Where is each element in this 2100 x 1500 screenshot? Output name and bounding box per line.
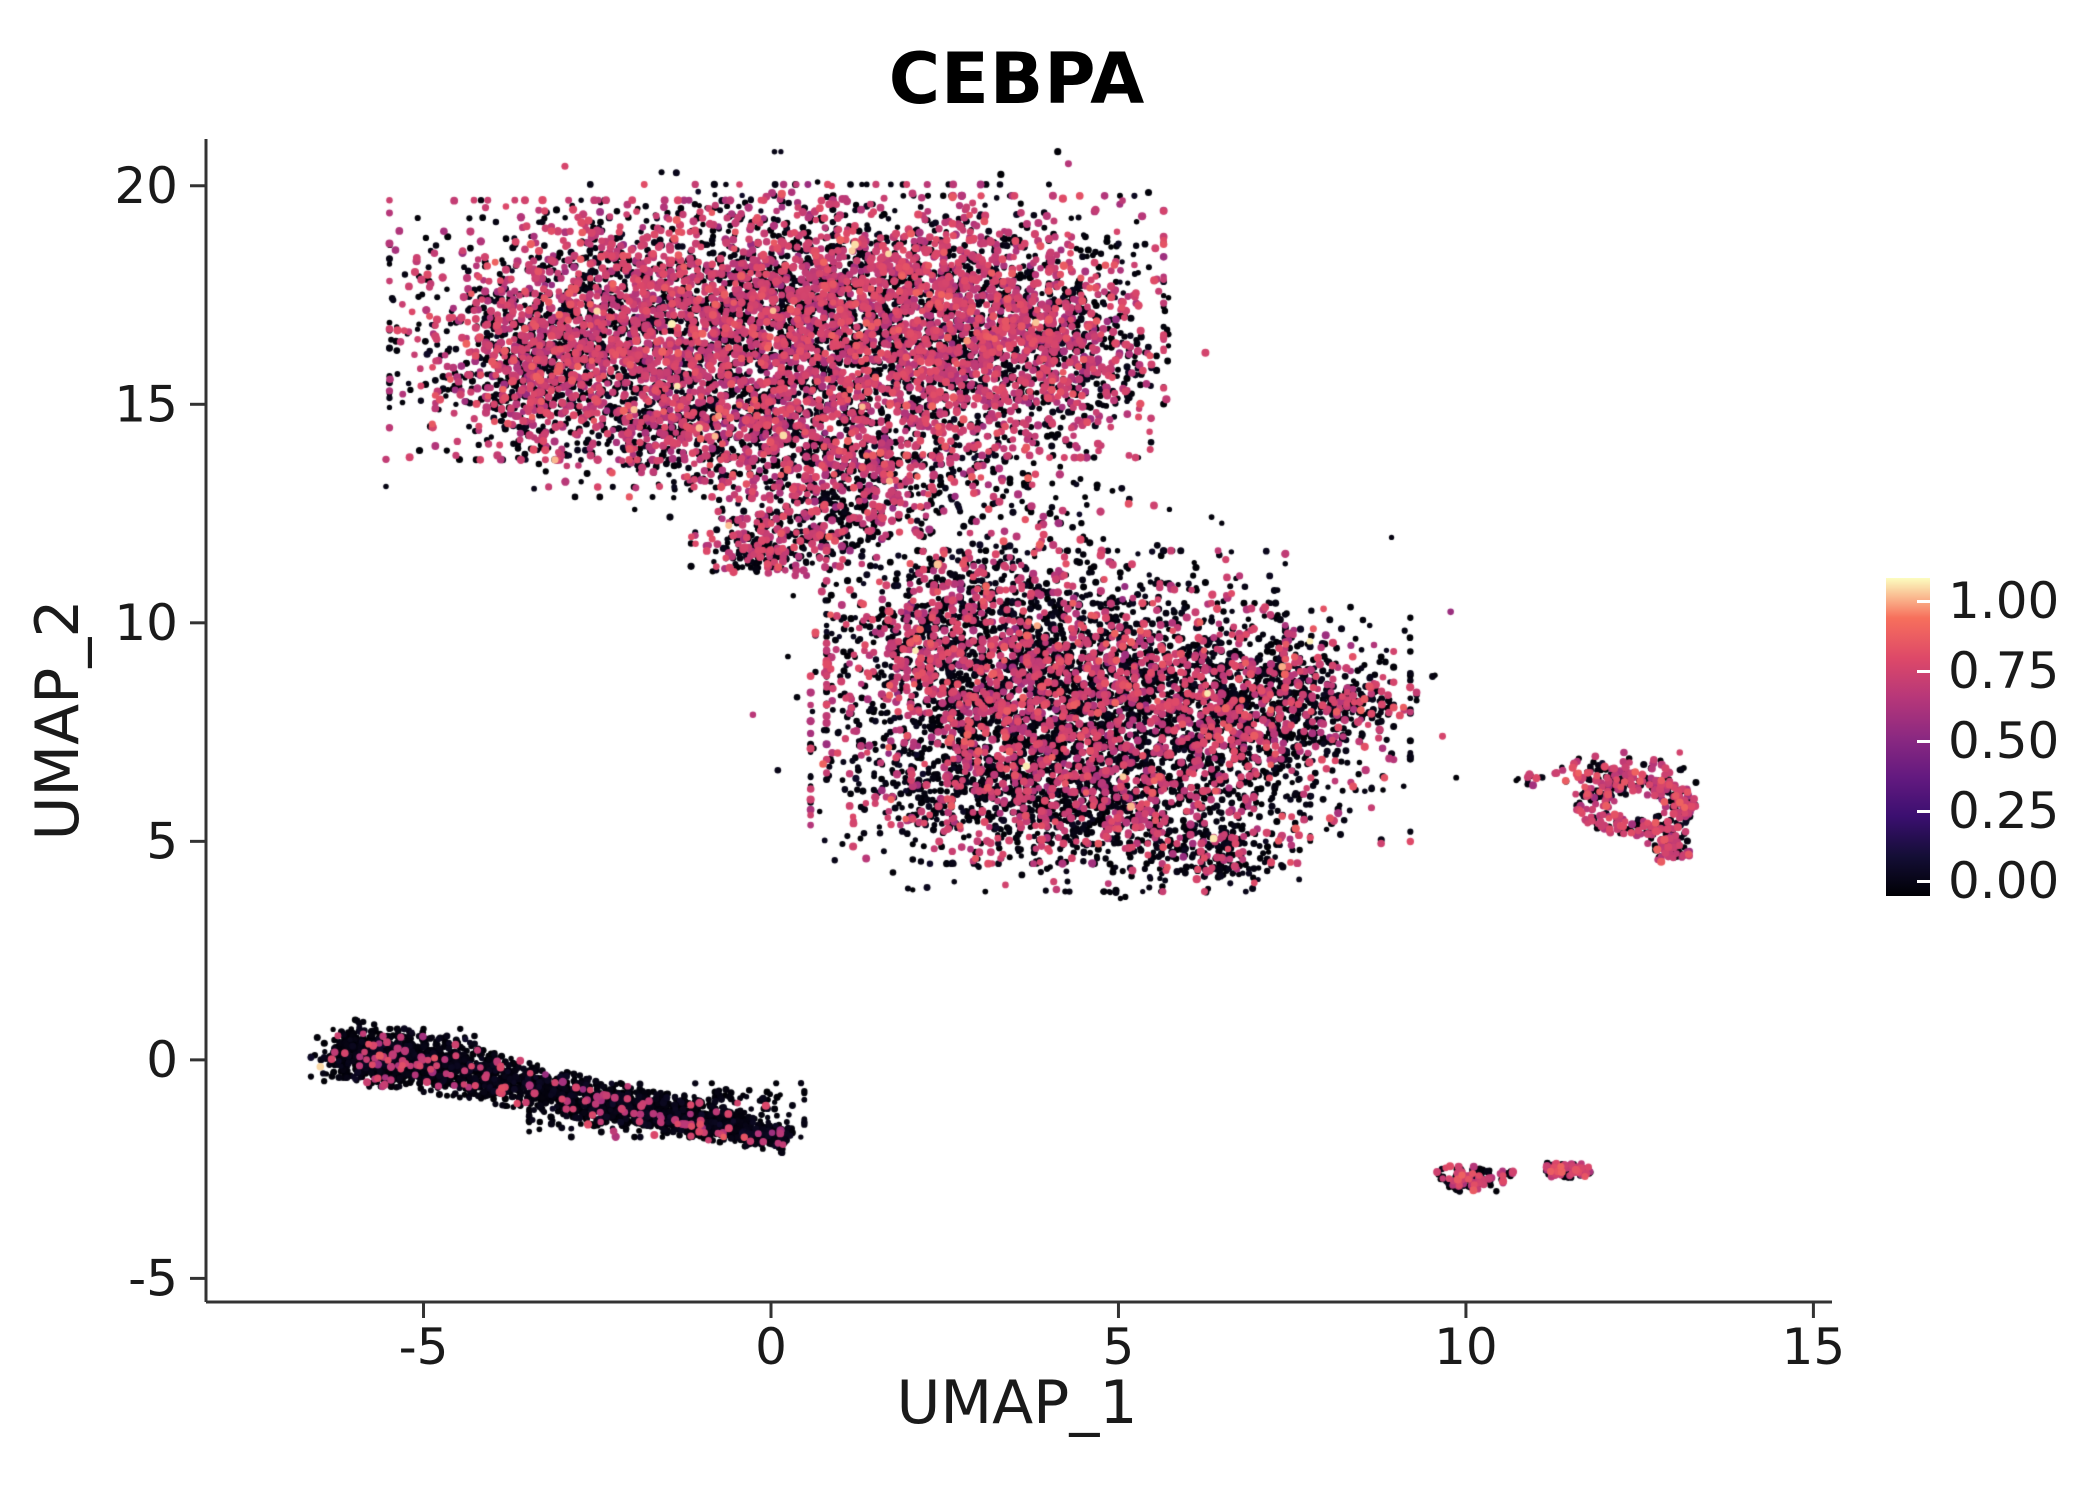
colorbar-tick-label: 0.25 — [1948, 782, 2060, 840]
y-axis-title: UMAP_2 — [23, 599, 93, 841]
colorbar-gradient — [1886, 578, 1930, 896]
colorbar-tick-label: 0.75 — [1948, 642, 2060, 700]
colorbar-tick-label: 0.50 — [1948, 712, 2060, 770]
colorbar-tick — [1917, 739, 1930, 743]
colorbar-tick — [1917, 879, 1930, 883]
colorbar-tick — [1917, 809, 1930, 813]
colorbar-tick — [1917, 599, 1930, 603]
x-axis-title: UMAP_1 — [896, 1368, 1138, 1438]
colorbar-tick-label: 0.00 — [1948, 852, 2060, 910]
colorbar-tick-label: 1.00 — [1948, 572, 2060, 630]
colorbar-tick — [1917, 669, 1930, 673]
